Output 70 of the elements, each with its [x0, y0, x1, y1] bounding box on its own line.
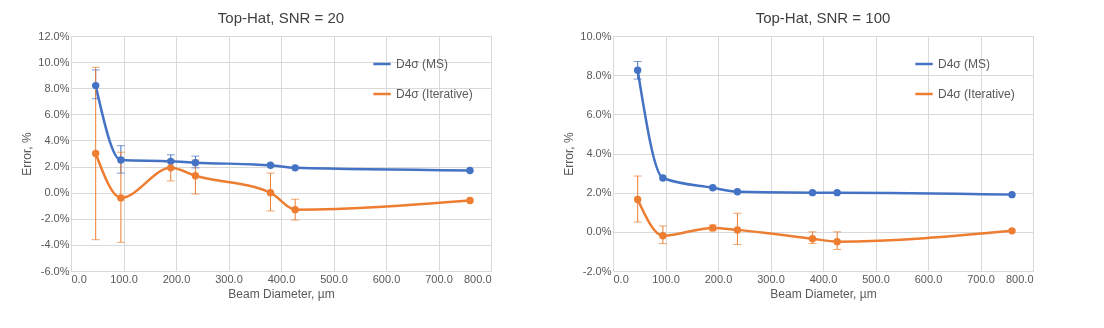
x-tick-label: 500.0: [320, 272, 348, 285]
x-tick-label: 0.0: [71, 272, 87, 285]
y-tick-label: 8.0%: [586, 68, 612, 81]
point: [191, 158, 200, 167]
point: [1008, 227, 1016, 235]
point: [633, 195, 642, 204]
point: [659, 174, 667, 182]
point: [808, 188, 817, 197]
point: [466, 166, 474, 175]
point: [117, 194, 125, 202]
point: [833, 237, 841, 246]
y-tick-label: 8.0%: [44, 81, 70, 94]
y-tick-label: 4.0%: [44, 133, 70, 146]
y-tick-label: 6.0%: [44, 107, 70, 120]
x-tick-label: 400.0: [267, 272, 296, 285]
chart-title: Top-Hat, SNR = 20: [217, 9, 345, 26]
y-tick-label: 12.0%: [38, 29, 70, 42]
point: [91, 81, 100, 90]
x-tick-label: 700.0: [425, 272, 453, 285]
legend-label: D4σ (Iterative): [396, 87, 473, 101]
x-tick-label: 200.0: [162, 272, 191, 285]
x-tick-label: 100.0: [652, 272, 680, 285]
x-tick-label: 0.0: [613, 272, 629, 285]
y-tick-label: 10.0%: [38, 55, 70, 68]
y-tick-label: 2.0%: [44, 160, 70, 173]
point: [291, 205, 299, 214]
y-tick-label: 10.0%: [580, 29, 612, 42]
y-tick-label: 0.0%: [586, 225, 612, 238]
x-tick-label: 200.0: [704, 272, 733, 285]
point: [733, 187, 742, 196]
legend-label: D4σ (MS): [938, 57, 991, 71]
x-tick-label: 800.0: [463, 272, 492, 285]
chart-title: Top-Hat, SNR = 100: [755, 9, 891, 26]
y-tick-label: -6.0%: [40, 264, 70, 277]
x-tick-label: 800.0: [1005, 272, 1034, 285]
x-tick-label: 500.0: [862, 272, 890, 285]
x-tick-label: 100.0: [110, 272, 138, 285]
point: [808, 234, 817, 243]
point: [833, 188, 841, 197]
point: [659, 232, 667, 240]
point: [1008, 190, 1016, 199]
y-axis-title: Error, %: [20, 132, 35, 176]
x-tick-label: 300.0: [757, 272, 785, 285]
x-tick-label: 700.0: [967, 272, 995, 285]
x-tick-label: 600.0: [914, 272, 943, 285]
x-tick-label: 300.0: [215, 272, 243, 285]
point: [291, 164, 299, 172]
y-tick-label: -4.0%: [40, 238, 70, 251]
x-tick-label: 400.0: [809, 272, 838, 285]
x-tick-label: 600.0: [372, 272, 401, 285]
legend-label: D4σ (Iterative): [938, 87, 1015, 101]
point: [91, 149, 100, 158]
point: [633, 66, 642, 74]
y-tick-label: -2.0%: [40, 212, 70, 225]
x-axis-title: Beam Diameter, µm: [228, 286, 335, 301]
y-tick-label: -2.0%: [582, 264, 612, 277]
point: [733, 226, 742, 234]
point: [709, 184, 717, 192]
point: [466, 196, 474, 205]
y-axis-title: Error, %: [562, 132, 577, 176]
point: [266, 161, 275, 169]
y-tick-label: 0.0%: [44, 186, 70, 199]
y-tick-label: 2.0%: [586, 186, 612, 199]
y-tick-label: 6.0%: [586, 107, 612, 120]
legend-label: D4σ (MS): [396, 57, 449, 71]
y-tick-label: 4.0%: [586, 147, 612, 159]
point: [117, 156, 125, 164]
x-axis-title: Beam Diameter, µm: [770, 286, 877, 301]
point: [266, 188, 275, 197]
point: [191, 171, 200, 180]
